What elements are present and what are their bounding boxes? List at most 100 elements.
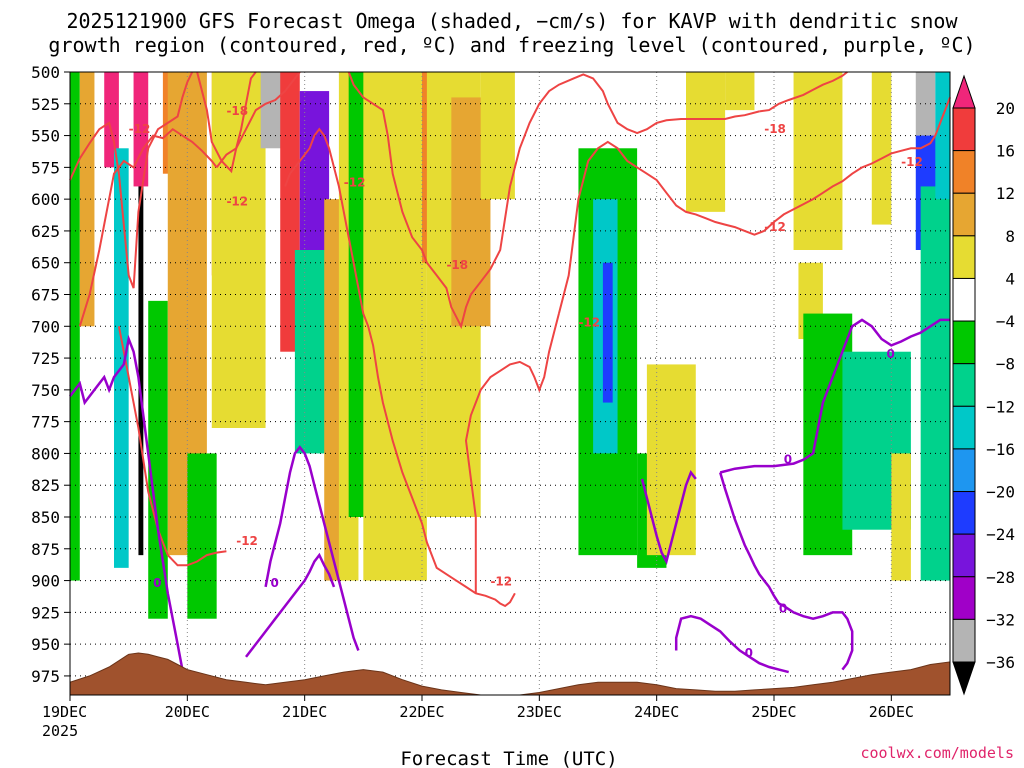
dendritic-contour-4 [78,127,218,327]
dendritic-contour-label: -12 [901,155,923,169]
freezing-contour-2 [245,552,336,658]
colorbar-bottom-arrow [952,661,976,696]
x-tick-label: 25DEC [751,703,796,721]
y-tick-label: 550 [31,127,60,146]
chart-title-line2: growth region (contoured, red, ºC) and f… [48,33,975,57]
dendritic-contour-label: -12 [764,220,786,234]
y-tick-label: 725 [31,349,60,368]
dendritic-contour-5 [117,326,227,567]
dendritic-contour-label: -12 [578,315,600,329]
dendritic-contour-1 [196,71,301,174]
colorbar-label: −36 [986,653,1015,672]
omega-cell-4 [138,173,144,556]
x-tick-label: 23DEC [517,703,562,721]
dendritic-contour-3 [759,71,848,113]
colorbar-label: −4 [996,312,1015,331]
omega-cell-36 [891,453,911,581]
dendritic-contour-8 [464,313,560,594]
colorbar-label: 16 [996,142,1015,161]
freezing-contour-3 [640,469,697,565]
y-tick-label: 875 [31,540,60,559]
freezing-contour-label: 0 [784,453,792,467]
y-tick-label: 500 [31,63,60,82]
freezing-contour-label: 0 [745,646,753,660]
colorbar-label: 20 [996,99,1015,118]
colorbar: 20 16 12 8 4 −4 −8 −12 −16 −20 −24 −28 −32 −36 [952,74,1015,696]
credit-link[interactable]: coolwx.com/models [860,744,1014,762]
colorbar-top-arrow [952,74,976,109]
y-tick-label: 975 [31,667,60,686]
omega-cell-29 [686,72,726,212]
contours: -12 -18 -12 -12 -18 -12 -12 -12 -18 -12 -12 0 0 0 0 0 0 [69,71,951,674]
colorbar-segment [952,363,976,407]
colorbar-label: 4 [1005,269,1015,288]
dendritic-contour-9 [557,97,951,314]
y-tick-label: 950 [31,635,60,654]
omega-cell-9 [187,453,217,619]
omega-cell-35 [871,72,892,225]
colorbar-segment [952,533,976,578]
freezing-contour-label: 0 [779,601,787,615]
freezing-contour-0 [69,334,184,670]
omega-cell-3 [114,148,129,568]
x-axis-label: Forecast Time (UTC) [400,748,617,768]
x-tick-label: 19DEC [42,703,87,721]
x-tick-label: 24DEC [634,703,679,721]
plot-frame [69,71,951,696]
colorbar-segment [952,235,976,279]
y-tick-label: 800 [31,444,60,463]
x-tick-label: 21DEC [282,703,327,721]
dendritic-contour-label: -18 [764,122,786,136]
colorbar-segment [952,405,976,450]
y-tick-label: 600 [31,190,60,209]
y-tick-label: 825 [31,476,60,495]
y-tick-label: 575 [31,158,60,177]
y-tick-label: 525 [31,95,60,114]
freezing-contour-5 [719,472,854,671]
colorbar-label: −20 [986,483,1015,502]
omega-cell-30 [725,72,755,111]
colorbar-label: −12 [986,397,1015,416]
dendritic-contour-label: -12 [129,122,151,136]
freezing-contour-label: 0 [270,576,278,590]
colorbar-segment [952,277,976,322]
freezing-contour-6 [719,318,950,474]
x-tick-label: 20DEC [165,703,210,721]
dendritic-contour-6 [215,71,257,169]
y-tick-label: 850 [31,508,60,527]
omega-cell-31 [793,72,843,250]
omega-cell-39 [920,186,950,581]
dendritic-contour-label: -12 [226,195,248,209]
y-tick-label: 700 [31,317,60,336]
dendritic-contour-0 [69,71,194,289]
dendritic-contour-label: -12 [344,175,366,189]
dendritic-contour-label: -12 [490,575,512,589]
colorbar-segment [952,491,976,535]
x-tick-sublabel: 2025 [42,722,78,740]
dendritic-contour-label: -18 [226,104,248,118]
dendritic-contour-label: -12 [236,534,258,548]
dendritic-contour-7 [284,127,516,608]
dendritic-contour-2 [347,71,760,330]
freezing-contour-1 [264,445,360,651]
colorbar-segment [952,192,976,237]
y-tick-label: 675 [31,286,60,305]
dendritic-contour-label: -18 [446,258,468,272]
x-tick-label: 26DEC [869,703,914,721]
colorbar-label: −24 [986,525,1015,544]
colorbar-label: −32 [986,610,1015,629]
chart-title-line1: 2025121900 GFS Forecast Omega (shaded, −… [66,9,958,33]
colorbar-segment [952,448,976,493]
colorbar-segment [952,107,976,152]
omega-cell-6 [148,300,168,619]
freezing-contour-label: 0 [153,576,161,590]
colorbar-segment [952,576,976,620]
freezing-contour-label: 0 [886,347,894,361]
freezing-contour-4 [674,614,790,674]
y-tick-label: 925 [31,603,60,622]
y-tick-label: 900 [31,572,60,591]
colorbar-segment [952,150,976,194]
y-tick-label: 625 [31,222,60,241]
omega-cell-26 [602,262,613,403]
